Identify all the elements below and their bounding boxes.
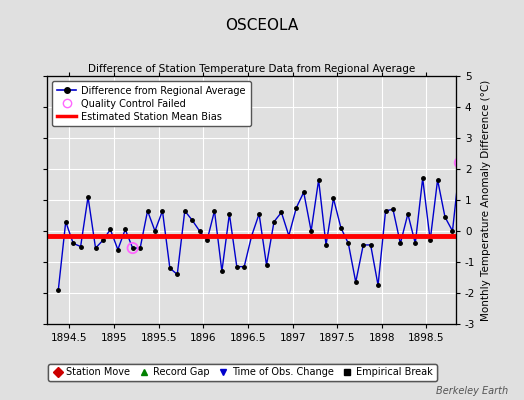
Point xyxy=(456,160,464,166)
Title: Difference of Station Temperature Data from Regional Average: Difference of Station Temperature Data f… xyxy=(88,64,415,74)
Legend: Station Move, Record Gap, Time of Obs. Change, Empirical Break: Station Move, Record Gap, Time of Obs. C… xyxy=(48,364,436,381)
Text: OSCEOLA: OSCEOLA xyxy=(225,18,299,33)
Y-axis label: Monthly Temperature Anomaly Difference (°C): Monthly Temperature Anomaly Difference (… xyxy=(481,79,491,321)
Text: Berkeley Earth: Berkeley Earth xyxy=(436,386,508,396)
Point xyxy=(128,245,137,251)
